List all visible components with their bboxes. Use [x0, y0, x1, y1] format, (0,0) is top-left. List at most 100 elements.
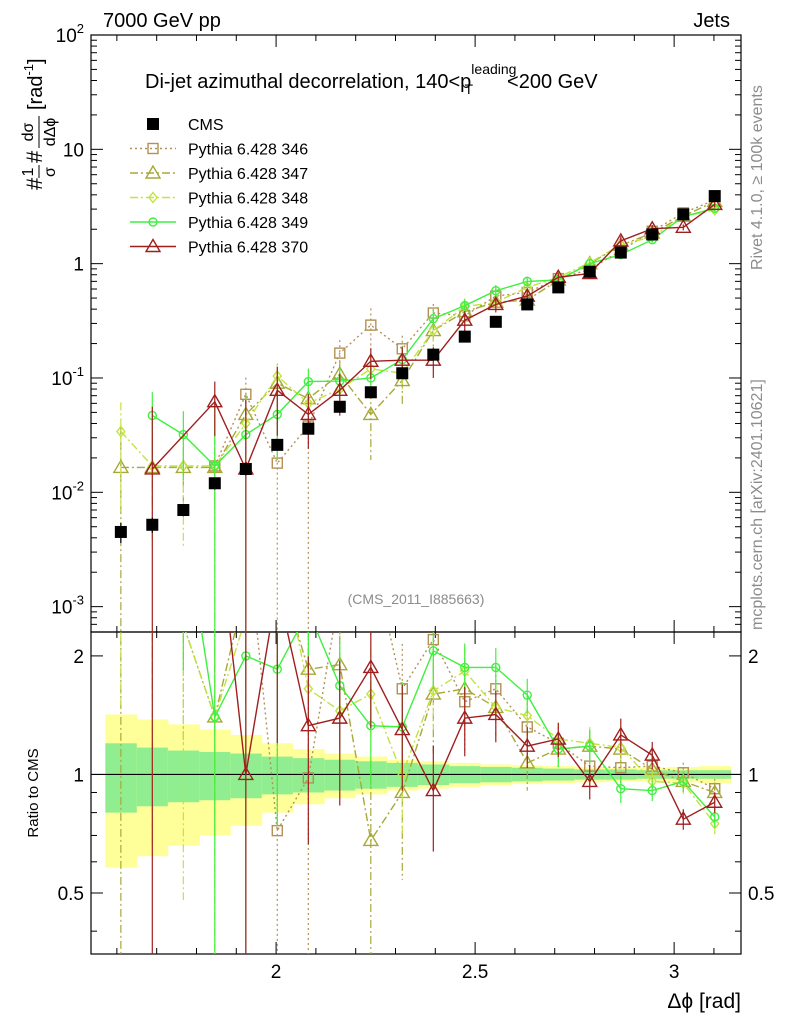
ratio-point — [710, 812, 720, 822]
data-point — [300, 406, 317, 421]
legend-item: Pythia 6.428 348 — [130, 191, 308, 208]
legend-marker — [144, 164, 162, 179]
ratio-point — [647, 785, 657, 796]
ratio-point — [675, 810, 692, 825]
ratio-point — [394, 721, 411, 736]
legend: CMS Pythia 6.428 346 Pythia 6.428 347 Pythi… — [130, 117, 308, 257]
ratio-point — [270, 580, 284, 592]
data-point — [114, 525, 127, 538]
ratio-series-group — [120, 546, 723, 954]
y-label-hash-1: # — [22, 177, 47, 190]
ratio-pythia-6-428-348 — [120, 632, 720, 954]
ratio-point — [362, 832, 380, 847]
y-tick-label-exp: -2 — [72, 478, 84, 493]
legend-label: Pythia 6.428 349 — [188, 215, 308, 232]
legend-marker — [144, 238, 162, 253]
y-label-unit: [rad-1] — [21, 58, 47, 110]
series-pythia-6-428-348 — [115, 203, 720, 632]
ratio-point — [428, 684, 439, 698]
legend-item: Pythia 6.428 370 — [130, 238, 308, 257]
y-axis-label: # 1 σ # dσ dΔϕ [rad-1] — [20, 58, 59, 190]
legend-marker — [147, 142, 159, 155]
chart-title-main: Di-jet azimuthal decorrelation, 140<p — [145, 71, 471, 93]
y-label-unit-open: [rad — [25, 76, 47, 110]
header-left: 7000 GeV pp — [103, 10, 221, 32]
series-pythia-6-428-370 — [144, 195, 723, 632]
series-cms — [114, 190, 721, 544]
ratio-point — [491, 662, 501, 673]
data-point — [334, 347, 346, 359]
legend-marker — [148, 217, 158, 227]
ratio-point — [335, 587, 345, 597]
y-tick-label: 10-2 — [51, 478, 84, 504]
legend-item: Pythia 6.428 347 — [130, 164, 308, 183]
data-point — [706, 195, 723, 211]
legend-label: Pythia 6.428 370 — [188, 240, 308, 257]
data-point — [612, 232, 630, 247]
x-tick-label: 2 — [271, 962, 282, 983]
ratio-point — [331, 709, 348, 724]
ratio-point — [176, 618, 190, 630]
data-point — [396, 367, 409, 380]
ratio-point — [237, 766, 255, 781]
ratio-point — [300, 717, 317, 732]
ratio-point — [362, 659, 380, 674]
ratio-tick-label-left: 2 — [73, 647, 84, 668]
data-point — [364, 386, 377, 399]
data-point — [491, 286, 501, 296]
legend-label: Pythia 6.428 346 — [188, 142, 308, 159]
y-tick-label-exp: -3 — [72, 593, 84, 608]
chart-title: Di-jet azimuthal decorrelation, 140<plea… — [145, 61, 598, 97]
header-right: Jets — [693, 10, 730, 32]
ratio-pythia-6-428-347 — [120, 618, 723, 954]
data-point — [208, 477, 221, 490]
y-tick-label: 1 — [73, 255, 84, 276]
data-point — [394, 351, 411, 366]
data-point — [144, 460, 161, 475]
legend-item: Pythia 6.428 346 — [130, 142, 308, 159]
legend-label: Pythia 6.428 348 — [188, 191, 308, 208]
data-point — [206, 393, 224, 408]
data-point — [210, 461, 220, 471]
data-point — [239, 462, 252, 475]
ratio-point — [366, 546, 376, 556]
data-point — [456, 311, 473, 326]
ratio-tick-label-right: 1 — [748, 765, 759, 786]
series-pythia-6-428-346 — [209, 194, 721, 632]
y-label-unit-exp: -1 — [21, 64, 36, 76]
ratio-tick-label-right: 0.5 — [748, 884, 774, 905]
series-line — [120, 209, 715, 467]
data-point — [177, 504, 190, 517]
x-axis-label: Δϕ [rad] — [667, 990, 741, 1013]
y-label-frac2-den: dΔϕ — [42, 118, 59, 147]
data-point — [646, 228, 659, 241]
ratio-series — [120, 546, 723, 954]
ratio-point — [581, 773, 598, 788]
ratio-line — [185, 632, 716, 825]
ratio-tick-label-left: 1 — [73, 765, 84, 786]
x-tick-label: 2.5 — [462, 962, 488, 983]
data-point — [146, 518, 159, 531]
legend-item: CMS — [147, 117, 224, 134]
ratio-point — [460, 662, 470, 673]
x-tick-label: 3 — [669, 962, 680, 983]
data-point — [427, 348, 440, 361]
y-tick-label-exp: -1 — [72, 364, 84, 379]
series-pythia-6-428-349 — [147, 203, 720, 632]
ratio-point — [612, 726, 630, 741]
y-tick-label-exp: 2 — [77, 21, 84, 36]
data-point — [178, 429, 189, 440]
legend-label: CMS — [188, 117, 224, 134]
ratio-plot-frame — [90, 631, 742, 955]
ratio-tick-label-right: 2 — [748, 647, 759, 668]
data-point — [333, 400, 346, 413]
ratio-point — [706, 793, 723, 808]
data-point — [115, 425, 126, 438]
y-tick-label-base: 10 — [51, 598, 72, 619]
series-line — [151, 203, 716, 471]
ratio-point — [522, 690, 532, 700]
data-point — [365, 319, 377, 331]
y-label-frac1-den: σ — [42, 167, 59, 177]
chart-title-subscript: T — [464, 81, 473, 97]
